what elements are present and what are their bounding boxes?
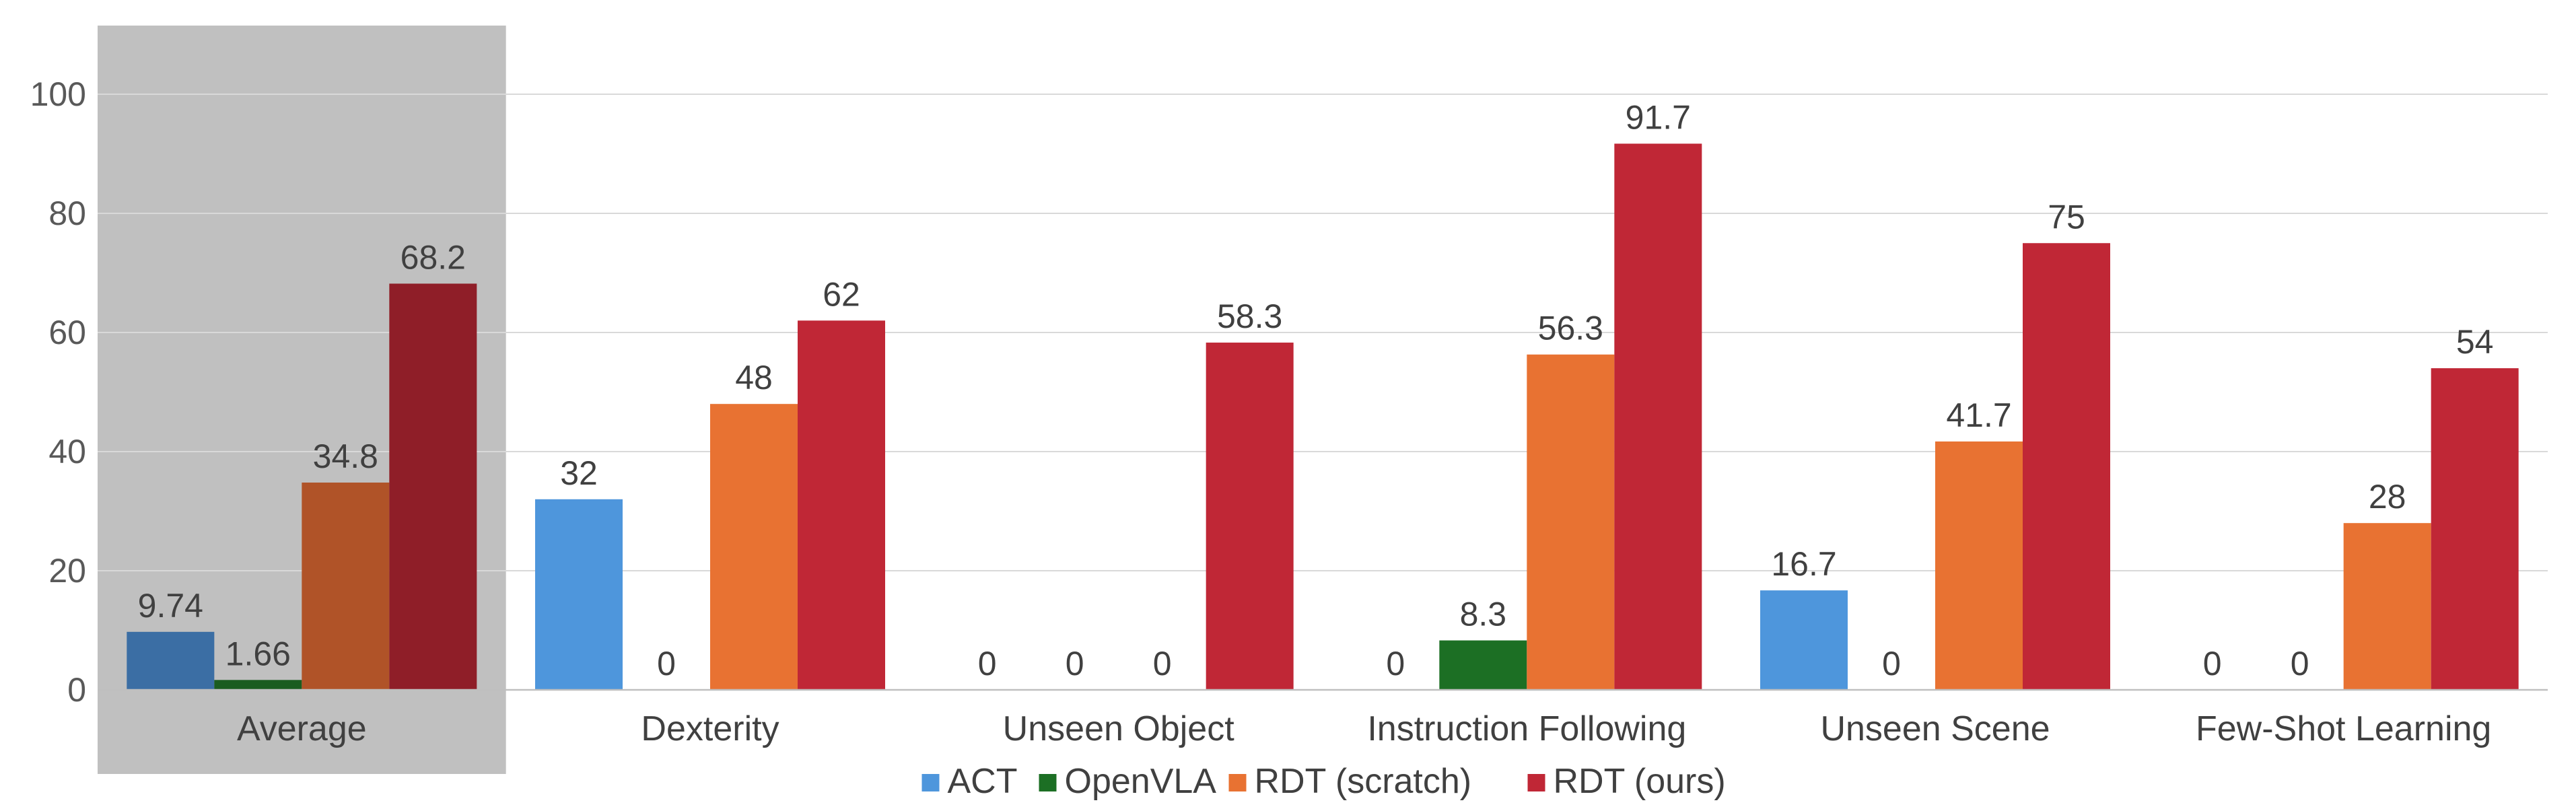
data-label: 0: [1066, 645, 1084, 682]
y-tick-label: 100: [30, 75, 86, 113]
bar: [1206, 343, 1294, 690]
legend-label: RDT (scratch): [1255, 762, 1472, 801]
category-label: Dexterity: [641, 709, 779, 748]
data-labels: 9.74 1.66 34.8 68.2 32 0 48 62 0 0 0 58.3 0 8.3 56.3 91…: [138, 98, 2494, 682]
bar: [1760, 590, 1848, 690]
bar: [302, 483, 390, 690]
gridlines: [98, 94, 2548, 571]
data-label: 0: [2291, 645, 2309, 682]
data-label: 0: [1153, 645, 1172, 682]
data-label: 75: [2048, 198, 2085, 236]
data-label: 32: [560, 454, 598, 492]
category-label: Unseen Object: [1003, 709, 1235, 748]
legend-label: RDT (ours): [1554, 762, 1726, 801]
y-axis-ticks: 0 20 40 60 80 100: [30, 75, 86, 709]
legend-swatch: [1228, 774, 1247, 791]
legend-label: OpenVLA: [1065, 762, 1217, 801]
bar: [710, 404, 798, 690]
data-label: 0: [1882, 645, 1901, 682]
category-label: Average: [237, 709, 367, 748]
bar: [2023, 243, 2110, 690]
y-tick-label: 40: [48, 433, 86, 470]
bar: [1935, 441, 2023, 690]
data-label: 0: [2203, 645, 2222, 682]
data-label: 1.66: [225, 635, 291, 672]
data-label: 56.3: [1538, 310, 1603, 347]
legend-label: ACT: [948, 762, 1018, 801]
data-label: 34.8: [313, 437, 378, 475]
data-label: 58.3: [1217, 297, 1282, 335]
y-tick-label: 80: [48, 195, 86, 232]
data-label: 68.2: [401, 238, 466, 276]
y-tick-label: 0: [67, 671, 86, 709]
y-tick-label: 20: [48, 552, 86, 590]
data-label: 8.3: [1460, 596, 1507, 633]
data-label: 9.74: [138, 587, 203, 625]
category-labels: Average Dexterity Unseen Object Instruction…: [237, 709, 2491, 748]
data-label: 48: [735, 359, 773, 396]
category-label: Few-Shot Learning: [2196, 709, 2491, 748]
data-label: 91.7: [1626, 98, 1691, 136]
bar: [1439, 640, 1527, 690]
bar: [214, 680, 302, 690]
legend-swatch: [921, 774, 940, 791]
category-label: Unseen Scene: [1820, 709, 2050, 748]
legend: ACT OpenVLA RDT (scratch) RDT (ours): [921, 762, 1726, 801]
data-label: 41.7: [1946, 396, 2011, 434]
bar: [535, 499, 623, 690]
data-label: 0: [978, 645, 997, 682]
legend-swatch: [1039, 774, 1057, 791]
bar: [2343, 523, 2431, 690]
data-label: 0: [657, 645, 676, 682]
bar: [1614, 143, 1702, 690]
data-label: 28: [2369, 478, 2406, 516]
bars: [127, 143, 2519, 690]
data-label: 54: [2456, 323, 2494, 361]
bar: [127, 631, 215, 690]
bar: [2431, 368, 2519, 690]
data-label: 62: [823, 275, 860, 313]
data-label: 0: [1386, 645, 1405, 682]
bar: [798, 320, 885, 690]
y-tick-label: 60: [48, 314, 86, 351]
bar: [389, 283, 477, 690]
bar: [1527, 354, 1615, 690]
legend-swatch: [1527, 774, 1545, 791]
category-label: Instruction Following: [1367, 709, 1686, 748]
data-label: 16.7: [1771, 545, 1836, 583]
